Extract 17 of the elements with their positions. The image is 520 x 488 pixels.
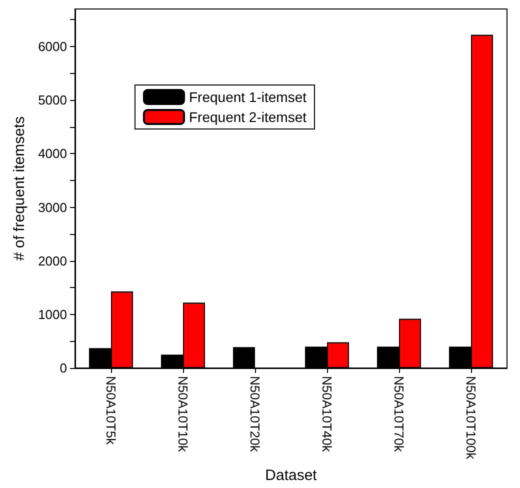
y-tick-label: 1000: [38, 306, 67, 322]
x-axis-title: Dataset: [265, 467, 318, 484]
legend-label: Frequent 1-itemset: [189, 89, 307, 105]
y-tick-label: 2000: [38, 253, 67, 268]
x-tick-label: N50A10T20k: [248, 376, 262, 452]
y-tick-label: 3000: [38, 200, 67, 215]
x-tick-label: N50A10T70k: [392, 376, 406, 452]
x-tick-label: N50A10T10k: [176, 376, 190, 452]
y-tick-label: 6000: [38, 39, 67, 54]
y-tick-label: 0: [60, 360, 67, 376]
legend-label: Frequent 2-itemset: [189, 109, 307, 125]
x-tick-label: N50A10T5k: [104, 376, 118, 446]
x-tick-label: N50A10T100k: [464, 376, 478, 460]
y-axis-title: # of frequent itemsets: [11, 116, 28, 261]
y-tick-label: 4000: [38, 146, 67, 162]
x-tick-label: N50A10T40k: [320, 376, 334, 452]
y-tick-label: 5000: [38, 92, 67, 108]
